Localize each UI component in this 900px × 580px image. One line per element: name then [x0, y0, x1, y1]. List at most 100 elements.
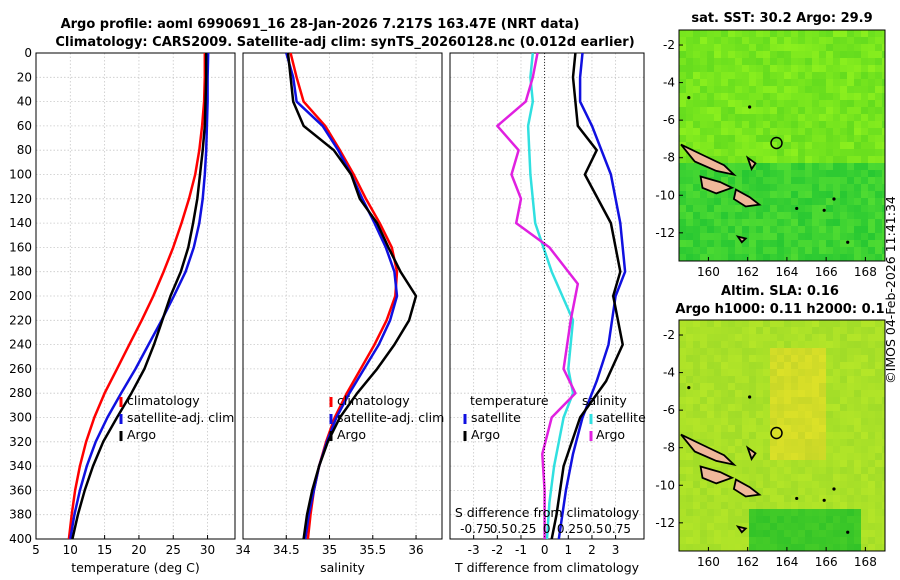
map-cell [819, 79, 827, 87]
map-cell [700, 198, 708, 206]
map-cell [735, 516, 743, 524]
map-cell [756, 37, 764, 45]
map-cell [686, 502, 694, 510]
map-cell [693, 369, 701, 377]
map-cell [868, 79, 876, 87]
map-cell [812, 474, 820, 482]
map-cell [700, 439, 708, 447]
map-cell [882, 233, 886, 241]
map-cell [679, 397, 687, 405]
map-cell [721, 226, 729, 234]
map-cell [756, 149, 764, 157]
map-cell [784, 369, 792, 377]
map-cell [861, 397, 869, 405]
y-tick-label: 400 [9, 532, 32, 546]
map-cell [812, 247, 820, 255]
map-cell [854, 149, 862, 157]
map-cell [693, 516, 701, 524]
map-cell [847, 240, 855, 248]
map-cell [686, 72, 694, 80]
map-cell [840, 233, 848, 241]
map-cell [749, 233, 757, 241]
map-cell [728, 362, 736, 370]
map-cell [728, 233, 736, 241]
map-cell [756, 495, 764, 503]
map-cell [875, 418, 883, 426]
map-cell [770, 93, 778, 101]
map-cell [826, 30, 834, 38]
map-cell [861, 156, 869, 164]
map-cell [714, 114, 722, 122]
map-cell [854, 334, 862, 342]
map-cell [819, 327, 827, 335]
map-cell [693, 495, 701, 503]
map-cell [777, 327, 785, 335]
legend-salinity-title: salinity [582, 393, 627, 408]
map-cell [840, 198, 848, 206]
map-cell [868, 240, 876, 248]
map-cell [854, 355, 862, 363]
map-cell [847, 79, 855, 87]
map-cell [693, 537, 701, 545]
map-cell [798, 163, 806, 171]
map-cell [805, 341, 813, 349]
map-cell [805, 142, 813, 150]
map-cell [686, 58, 694, 66]
map-cell [756, 170, 764, 178]
map-cell [679, 44, 687, 52]
map-cell [833, 30, 841, 38]
map-cell [700, 163, 708, 171]
map-cell [756, 418, 764, 426]
map-cell [812, 502, 820, 510]
map-cell [686, 100, 694, 108]
map-cell [763, 198, 771, 206]
map-cell [833, 453, 841, 461]
map-cell [819, 439, 827, 447]
map-cell [679, 439, 687, 447]
map-cell [868, 156, 876, 164]
map-cell [833, 156, 841, 164]
map-cell [693, 72, 701, 80]
map-cell [798, 425, 806, 433]
map-cell [700, 37, 708, 45]
map-cell [868, 149, 876, 157]
map-cell [798, 135, 806, 143]
map-cell [707, 369, 715, 377]
map-cell [875, 460, 883, 468]
map-cell [833, 418, 841, 426]
map-cell [847, 425, 855, 433]
map-cell [868, 418, 876, 426]
map-cell [798, 355, 806, 363]
map-cell [784, 523, 792, 531]
reef-dot [748, 105, 752, 109]
map-cell [805, 240, 813, 248]
map-cell [714, 121, 722, 129]
map-cell [875, 327, 883, 335]
map-cell [777, 163, 785, 171]
map-cell [868, 390, 876, 398]
map-cell [735, 65, 743, 73]
map-cell [854, 397, 862, 405]
map-cell [833, 233, 841, 241]
map-cell [812, 107, 820, 115]
map-cell [791, 467, 799, 475]
map-cell [707, 128, 715, 136]
map-cell [714, 383, 722, 391]
map-cell [777, 30, 785, 38]
map-cell [686, 355, 694, 363]
map-cell [777, 51, 785, 59]
map-cell [728, 523, 736, 531]
map-cell [854, 390, 862, 398]
map-cell [735, 30, 743, 38]
map-cell [833, 170, 841, 178]
map-cell [833, 467, 841, 475]
map-cell [770, 362, 778, 370]
map-cell [882, 474, 886, 482]
map-cell [763, 30, 771, 38]
map-cell [728, 114, 736, 122]
map-cell [707, 537, 715, 545]
map-cell [770, 411, 778, 419]
map-cell [840, 537, 848, 545]
map-cell [728, 516, 736, 524]
map-cell [749, 509, 757, 517]
